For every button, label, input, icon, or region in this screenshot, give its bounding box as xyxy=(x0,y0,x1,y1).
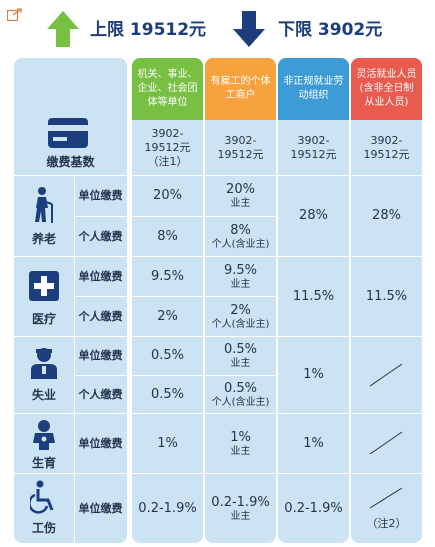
column-header-individual-business: 有雇工的个体工商户 xyxy=(205,58,276,120)
medical-col3: 11.5% xyxy=(292,288,335,304)
column-panel-3 xyxy=(278,58,349,543)
injury-unit-label: 单位缴费 xyxy=(78,501,123,515)
unemployment-col4-not-applicable-slash xyxy=(369,363,403,387)
injury-col4-not-applicable-slash xyxy=(369,487,403,509)
pension-label: 养老 xyxy=(31,231,56,246)
pension-unit-col2: 20% 业主 xyxy=(226,182,255,209)
injury-unit-col1: 0.2-1.9% xyxy=(138,500,197,516)
maternity-col3: 1% xyxy=(303,435,324,451)
pension-col4: 28% xyxy=(372,208,401,223)
unemployment-personal-col1: 0.5% xyxy=(150,386,185,402)
medical-label: 医疗 xyxy=(31,311,56,326)
unemployment-label: 失业 xyxy=(31,387,56,402)
injury-label: 工伤 xyxy=(31,520,56,535)
injury-unit-col2: 0.2-1.9% 业主 xyxy=(211,494,270,522)
upper-limit-arrow-icon xyxy=(47,11,79,47)
base-value-col1: 3902- 19512元 （注1） xyxy=(144,127,191,168)
column-header-units: 机关、事业、企业、社会团体等单位 xyxy=(132,58,203,120)
maternity-label: 生育 xyxy=(31,455,56,470)
column-header-informal-employment: 非正规就业劳动组织 xyxy=(278,58,349,120)
injury-col4-note: （注2） xyxy=(366,517,407,530)
pension-unit-label: 单位缴费 xyxy=(78,189,123,202)
medical-personal-col2: 2% 个人(含业主) xyxy=(211,302,270,330)
pension-personal-col1: 8% xyxy=(157,228,178,244)
medical-personal-col1: 2% xyxy=(157,308,178,324)
pension-col3: 28% xyxy=(299,208,328,223)
unemployment-personal-label: 个人缴费 xyxy=(78,387,123,401)
unemployment-unit-label: 单位缴费 xyxy=(78,349,123,362)
card-icon xyxy=(48,118,88,148)
column-panel-4 xyxy=(351,58,422,543)
worker-icon xyxy=(31,348,57,379)
elderly-icon xyxy=(35,187,53,223)
unemployment-col3: 1% xyxy=(303,367,324,382)
injury-col3: 0.2-1.9% xyxy=(284,500,343,516)
medical-cross-icon xyxy=(29,271,59,301)
lower-limit-text: 下限 3902元 xyxy=(278,20,383,40)
base-value-col2: 3902- 19512元 xyxy=(217,134,264,161)
share-icon[interactable] xyxy=(7,8,22,21)
medical-personal-label: 个人缴费 xyxy=(78,309,123,323)
base-value-col4: 3902- 19512元 xyxy=(363,134,410,161)
baby-icon xyxy=(33,420,55,450)
lower-limit-arrow-icon xyxy=(233,11,265,47)
pension-personal-col2: 8% 个人(含业主) xyxy=(211,222,270,250)
column-panel-1 xyxy=(132,58,203,543)
medical-unit-col2: 9.5% 业主 xyxy=(223,262,258,290)
base-value-col3: 3902- 19512元 xyxy=(290,134,337,161)
unemployment-unit-col2: 0.5% 业主 xyxy=(223,342,258,369)
unemployment-unit-col1: 0.5% xyxy=(150,348,185,363)
column-header-flexible-employment: 灵活就业人员(含非全日制从业人员) xyxy=(351,58,422,120)
upper-limit-text: 上限 19512元 xyxy=(90,20,207,40)
medical-unit-label: 单位缴费 xyxy=(78,269,123,283)
medical-col4: 11.5% xyxy=(365,288,408,304)
pension-unit-col1: 20% xyxy=(153,188,182,203)
unemployment-personal-col2: 0.5% 个人(含业主) xyxy=(211,380,270,408)
maternity-unit-col1: 1% xyxy=(157,435,178,451)
maternity-col4-not-applicable-slash xyxy=(369,431,403,455)
column-panel-2 xyxy=(205,58,276,543)
medical-unit-col1: 9.5% xyxy=(150,268,185,284)
wheelchair-icon xyxy=(30,480,54,514)
base-label: 缴费基数 xyxy=(46,154,95,169)
maternity-unit-label: 单位缴费 xyxy=(78,436,123,450)
maternity-unit-col2: 1% 业主 xyxy=(230,429,251,457)
pension-personal-label: 个人缴费 xyxy=(78,229,123,243)
